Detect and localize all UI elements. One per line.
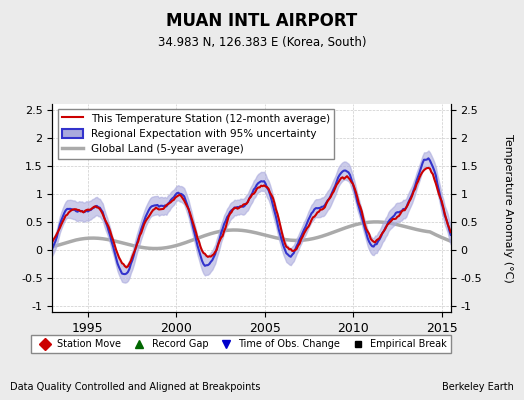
Legend: Station Move, Record Gap, Time of Obs. Change, Empirical Break: Station Move, Record Gap, Time of Obs. C… (31, 335, 451, 353)
Text: Berkeley Earth: Berkeley Earth (442, 382, 514, 392)
Text: MUAN INTL AIRPORT: MUAN INTL AIRPORT (167, 12, 357, 30)
Text: 34.983 N, 126.383 E (Korea, South): 34.983 N, 126.383 E (Korea, South) (158, 36, 366, 49)
Text: Data Quality Controlled and Aligned at Breakpoints: Data Quality Controlled and Aligned at B… (10, 382, 261, 392)
Legend: This Temperature Station (12-month average), Regional Expectation with 95% uncer: This Temperature Station (12-month avera… (58, 109, 334, 159)
Y-axis label: Temperature Anomaly (°C): Temperature Anomaly (°C) (503, 134, 513, 282)
